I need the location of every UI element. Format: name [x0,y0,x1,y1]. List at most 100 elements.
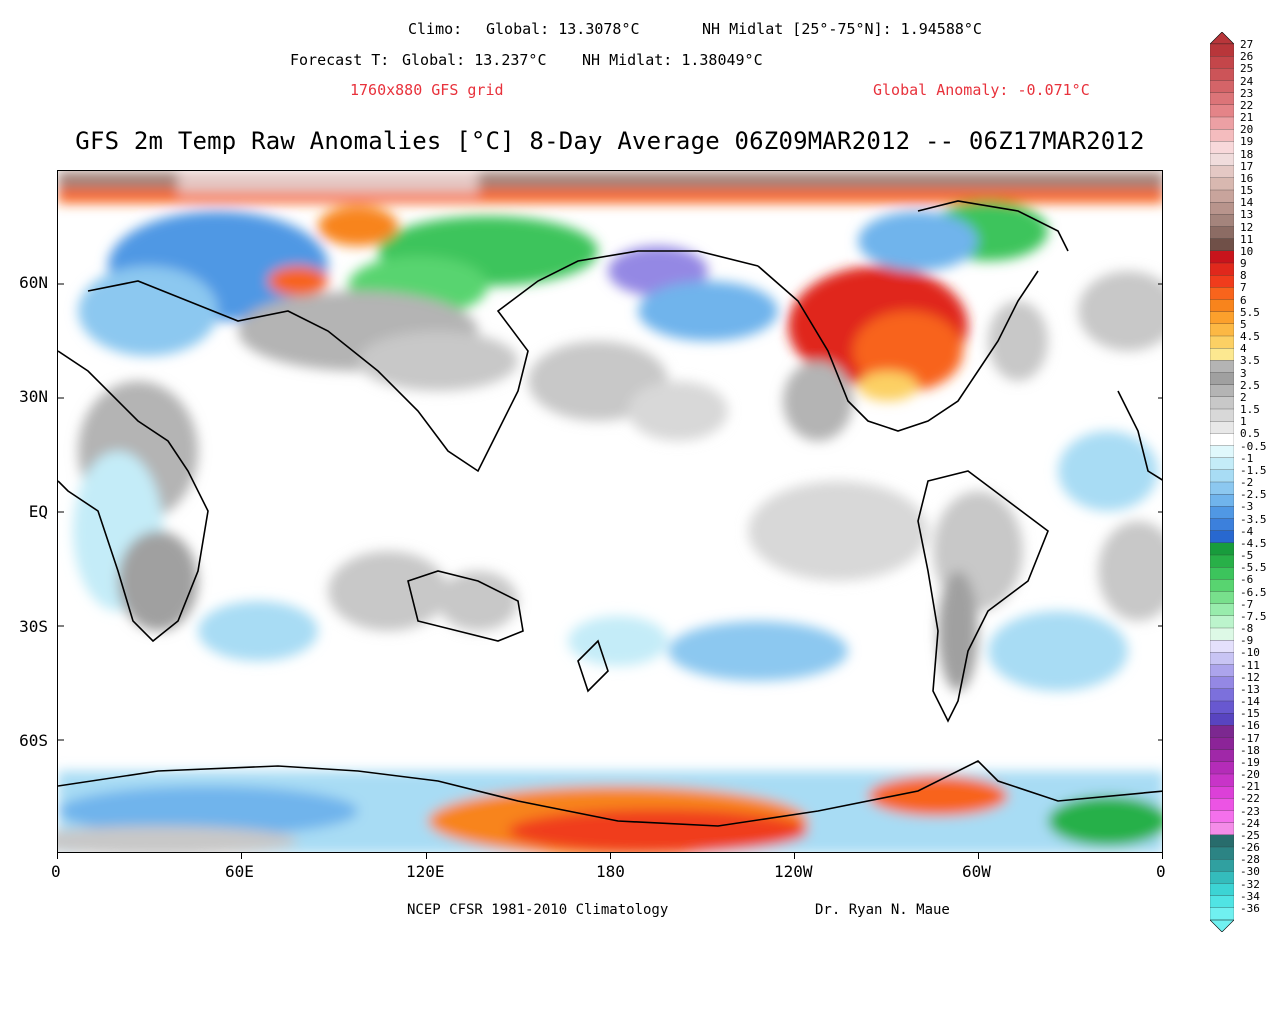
colorbar-label: -6 [1240,573,1254,587]
colorbar-label: -11 [1240,658,1260,672]
colorbar-label: -36 [1240,901,1260,915]
colorbar-label: 12 [1240,220,1254,234]
colorbar-label: -21 [1240,780,1260,794]
colorbar-swatch [1210,360,1234,373]
map-svg [58,171,1162,852]
colorbar-swatch [1210,798,1234,811]
colorbar-swatch [1210,421,1234,434]
colorbar-swatch [1210,92,1234,106]
colorbar-swatch [1210,177,1234,191]
colorbar-swatch [1210,457,1234,471]
colorbar-label: 5 [1240,317,1247,331]
colorbar-label: 25 [1240,62,1254,76]
colorbar-label: 6 [1240,293,1247,307]
colorbar-label: -9 [1240,634,1254,648]
x-tick-label: 180 [596,862,625,881]
colorbar-label: 7 [1240,281,1247,295]
colorbar-label: 16 [1240,171,1254,185]
colorbar-swatch [1210,627,1234,641]
colorbar-swatch [1210,116,1234,130]
colorbar-label: 10 [1240,244,1254,258]
colorbar-label: 14 [1240,196,1254,210]
colorbar-swatch [1210,883,1234,897]
colorbar-swatch [1210,579,1234,592]
anomaly-map [57,170,1163,853]
x-tick-mark [610,853,611,859]
colorbar-swatch [1210,141,1234,154]
colorbar-swatch [1210,226,1234,240]
colorbar-swatch [1210,664,1234,678]
colorbar-swatch [1210,846,1234,860]
colorbar-swatch [1210,323,1234,337]
x-tick-mark [1162,853,1163,859]
colorbar-label: 3.5 [1240,354,1260,368]
colorbar-label: -28 [1240,853,1260,867]
global-anomaly: Global Anomaly: -0.071°C [873,81,1090,99]
colorbar-swatch [1210,907,1234,921]
colorbar-swatch [1210,202,1234,215]
colorbar-swatch [1210,238,1234,252]
colorbar-swatch [1210,761,1234,775]
colorbar-label: 24 [1240,74,1254,88]
colorbar-label: 20 [1240,123,1254,137]
colorbar-label: -20 [1240,768,1260,781]
colorbar-label: -14 [1240,695,1260,708]
colorbar-swatch [1210,713,1234,726]
x-tick-label: 0 [51,862,61,881]
colorbar-swatch [1210,408,1234,422]
colorbar-label: -5 [1240,549,1254,562]
anomaly-fields [58,171,1162,852]
colorbar-label: -0.5 [1240,439,1267,453]
colorbar-swatch [1210,311,1234,325]
colorbar-swatch [1210,348,1234,361]
colorbar-label: 27 [1240,38,1254,51]
colorbar-label: 18 [1240,147,1254,161]
colorbar-label: -4 [1240,524,1254,538]
colorbar-swatch [1210,189,1234,203]
colorbar-swatch [1210,396,1234,410]
colorbar-swatch [1210,749,1234,763]
colorbar-swatch [1210,250,1234,264]
colorbar-label: -12 [1240,670,1260,684]
colorbar-swatch [1210,530,1234,544]
colorbar-label: -26 [1240,841,1260,854]
forecast-nh-midlat: NH Midlat: 1.38049°C [582,51,763,69]
colorbar-swatch [1210,384,1234,398]
colorbar-swatch [1210,214,1234,227]
colorbar-label: 23 [1240,86,1254,100]
colorbar-swatch [1210,834,1234,848]
colorbar-label: -10 [1240,646,1260,660]
colorbar-label: 21 [1240,111,1254,124]
y-tick-label: 60S [19,731,48,750]
climo-label: Climo: [408,20,463,38]
colorbar-label: -17 [1240,731,1260,745]
colorbar [1210,32,1234,932]
colorbar-swatch [1210,737,1234,751]
colorbar-label: -18 [1240,743,1260,757]
colorbar-swatch [1210,80,1234,94]
colorbar-label: -30 [1240,865,1260,879]
colorbar-swatch [1210,506,1234,519]
colorbar-label: 3 [1240,366,1247,380]
colorbar-swatch [1210,129,1234,142]
colorbar-label: -1.5 [1240,463,1267,477]
x-tick-mark [241,853,242,859]
colorbar-label: 5.5 [1240,305,1260,319]
colorbar-swatch [1210,153,1234,167]
colorbar-label: 1 [1240,415,1247,429]
colorbar-swatch [1210,335,1234,349]
colorbar-swatch [1210,700,1234,714]
colorbar-label: 15 [1240,184,1254,197]
colorbar-label: 22 [1240,98,1254,112]
chart-title: GFS 2m Temp Raw Anomalies [°C] 8-Day Ave… [75,127,1145,155]
colorbar-label: -24 [1240,816,1260,830]
colorbar-swatch [1210,299,1234,313]
colorbar-label: -32 [1240,877,1260,891]
climo-global: Global: 13.3078°C [486,20,640,38]
colorbar-label: -8 [1240,622,1254,635]
x-tick-label: 60E [225,862,254,881]
x-tick-label: 120E [406,862,445,881]
colorbar-label: 2.5 [1240,378,1260,392]
colorbar-bottom-arrow [1210,919,1234,932]
colorbar-swatch [1210,469,1234,483]
